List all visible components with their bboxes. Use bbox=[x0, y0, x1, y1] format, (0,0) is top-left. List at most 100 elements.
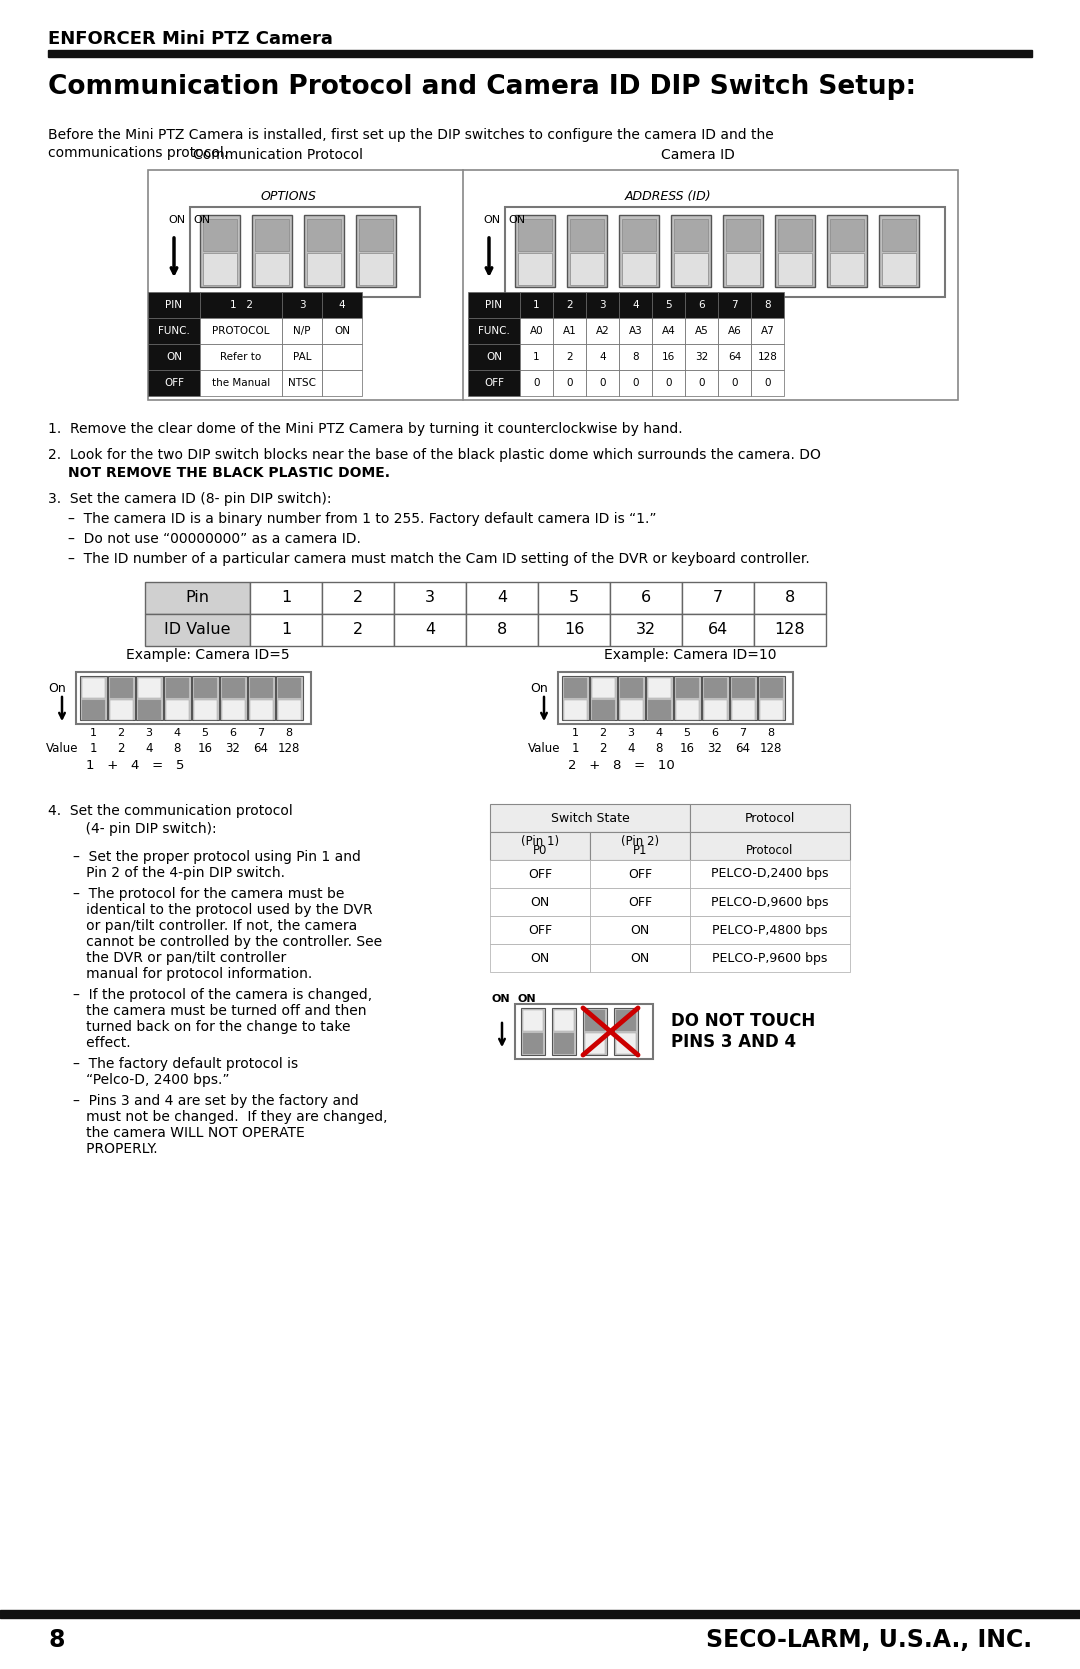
Bar bbox=[616, 1033, 636, 1055]
Bar bbox=[145, 614, 249, 646]
Text: effect.: effect. bbox=[73, 1036, 131, 1050]
Bar bbox=[278, 699, 301, 719]
Bar bbox=[322, 582, 394, 614]
Bar bbox=[303, 215, 345, 287]
Text: –  Pins 3 and 4 are set by the factory and: – Pins 3 and 4 are set by the factory an… bbox=[73, 1093, 359, 1108]
Bar bbox=[255, 219, 289, 250]
Text: Protocol: Protocol bbox=[746, 845, 794, 858]
Text: 16: 16 bbox=[679, 743, 694, 754]
Text: PELCO-D,9600 bps: PELCO-D,9600 bps bbox=[712, 896, 828, 908]
Bar bbox=[145, 582, 249, 614]
Bar bbox=[704, 678, 727, 698]
Bar bbox=[307, 254, 341, 285]
Bar bbox=[586, 319, 619, 344]
Text: (Pin 2): (Pin 2) bbox=[621, 834, 659, 848]
Text: 4: 4 bbox=[632, 300, 638, 310]
Bar bbox=[0, 1611, 1080, 1617]
Bar bbox=[200, 319, 282, 344]
Bar bbox=[622, 219, 656, 250]
Text: 8: 8 bbox=[785, 591, 795, 606]
Text: 2: 2 bbox=[566, 352, 572, 362]
Bar bbox=[690, 860, 850, 888]
Bar bbox=[248, 676, 275, 719]
Bar bbox=[276, 676, 303, 719]
Bar bbox=[831, 219, 864, 250]
Text: NOT REMOVE THE BLACK PLASTIC DOME.: NOT REMOVE THE BLACK PLASTIC DOME. bbox=[68, 466, 390, 481]
Bar bbox=[190, 207, 420, 297]
Bar bbox=[592, 678, 615, 698]
Bar bbox=[718, 319, 751, 344]
Text: 128: 128 bbox=[278, 743, 300, 754]
Text: 3: 3 bbox=[426, 591, 435, 606]
Bar bbox=[718, 344, 751, 371]
Bar bbox=[590, 860, 690, 888]
Text: 2   +   8   =   10: 2 + 8 = 10 bbox=[568, 759, 675, 773]
Text: 32: 32 bbox=[226, 743, 241, 754]
Bar bbox=[718, 292, 751, 319]
Bar bbox=[82, 699, 105, 719]
Bar bbox=[619, 371, 652, 396]
Bar bbox=[676, 678, 699, 698]
Bar bbox=[394, 582, 465, 614]
Text: OFF: OFF bbox=[164, 377, 184, 387]
Text: 128: 128 bbox=[774, 623, 806, 638]
Text: turned back on for the change to take: turned back on for the change to take bbox=[73, 1020, 351, 1035]
Bar bbox=[685, 319, 718, 344]
Bar bbox=[322, 371, 362, 396]
Text: N/P: N/P bbox=[294, 325, 311, 335]
Text: identical to the protocol used by the DVR: identical to the protocol used by the DV… bbox=[73, 903, 373, 916]
Text: On: On bbox=[48, 683, 66, 694]
Bar bbox=[590, 945, 690, 971]
Bar bbox=[690, 833, 850, 860]
Bar bbox=[586, 371, 619, 396]
Bar bbox=[585, 1033, 605, 1055]
Bar bbox=[754, 582, 826, 614]
Text: ON: ON bbox=[166, 352, 183, 362]
Bar bbox=[468, 319, 519, 344]
Text: 16: 16 bbox=[662, 352, 675, 362]
Text: –  The camera ID is a binary number from 1 to 255. Factory default camera ID is : – The camera ID is a binary number from … bbox=[68, 512, 657, 526]
Text: 1: 1 bbox=[281, 623, 292, 638]
Text: Example: Camera ID=10: Example: Camera ID=10 bbox=[604, 648, 777, 663]
Text: –  If the protocol of the camera is changed,: – If the protocol of the camera is chang… bbox=[73, 988, 373, 1001]
Bar bbox=[685, 371, 718, 396]
Text: 16: 16 bbox=[198, 743, 213, 754]
Text: ON: ON bbox=[508, 215, 525, 225]
Text: 0: 0 bbox=[632, 377, 638, 387]
Text: communications protocol.: communications protocol. bbox=[48, 145, 228, 160]
Text: OFF: OFF bbox=[484, 377, 504, 387]
Text: ON: ON bbox=[492, 995, 511, 1005]
Text: 2.  Look for the two DIP switch blocks near the base of the black plastic dome w: 2. Look for the two DIP switch blocks ne… bbox=[48, 447, 821, 462]
Text: cannot be controlled by the controller. See: cannot be controlled by the controller. … bbox=[73, 935, 382, 950]
Bar bbox=[674, 254, 708, 285]
Bar bbox=[685, 292, 718, 319]
Text: 1   +   4   =   5: 1 + 4 = 5 bbox=[86, 759, 185, 773]
Bar bbox=[652, 371, 685, 396]
Text: 1: 1 bbox=[571, 743, 579, 754]
Bar bbox=[558, 673, 793, 724]
Bar bbox=[465, 614, 538, 646]
Text: 4: 4 bbox=[145, 743, 152, 754]
Bar bbox=[690, 888, 850, 916]
Bar bbox=[618, 676, 645, 719]
Text: SECO-LARM, U.S.A., INC.: SECO-LARM, U.S.A., INC. bbox=[706, 1627, 1032, 1652]
Bar bbox=[322, 344, 362, 371]
Bar bbox=[619, 292, 652, 319]
Bar bbox=[468, 292, 519, 319]
Bar bbox=[718, 371, 751, 396]
Text: Switch State: Switch State bbox=[551, 811, 630, 824]
Text: 5: 5 bbox=[569, 591, 579, 606]
Text: 8: 8 bbox=[632, 352, 638, 362]
Bar bbox=[615, 1008, 638, 1055]
Text: P0: P0 bbox=[532, 845, 548, 858]
Bar bbox=[220, 676, 247, 719]
Text: 1: 1 bbox=[534, 352, 540, 362]
Text: 8: 8 bbox=[48, 1627, 65, 1652]
Bar bbox=[681, 614, 754, 646]
Text: OFF: OFF bbox=[627, 896, 652, 908]
Bar bbox=[674, 676, 701, 719]
Bar bbox=[356, 215, 396, 287]
Text: ON: ON bbox=[168, 215, 185, 225]
Text: 64: 64 bbox=[735, 743, 751, 754]
Bar bbox=[585, 1010, 605, 1031]
